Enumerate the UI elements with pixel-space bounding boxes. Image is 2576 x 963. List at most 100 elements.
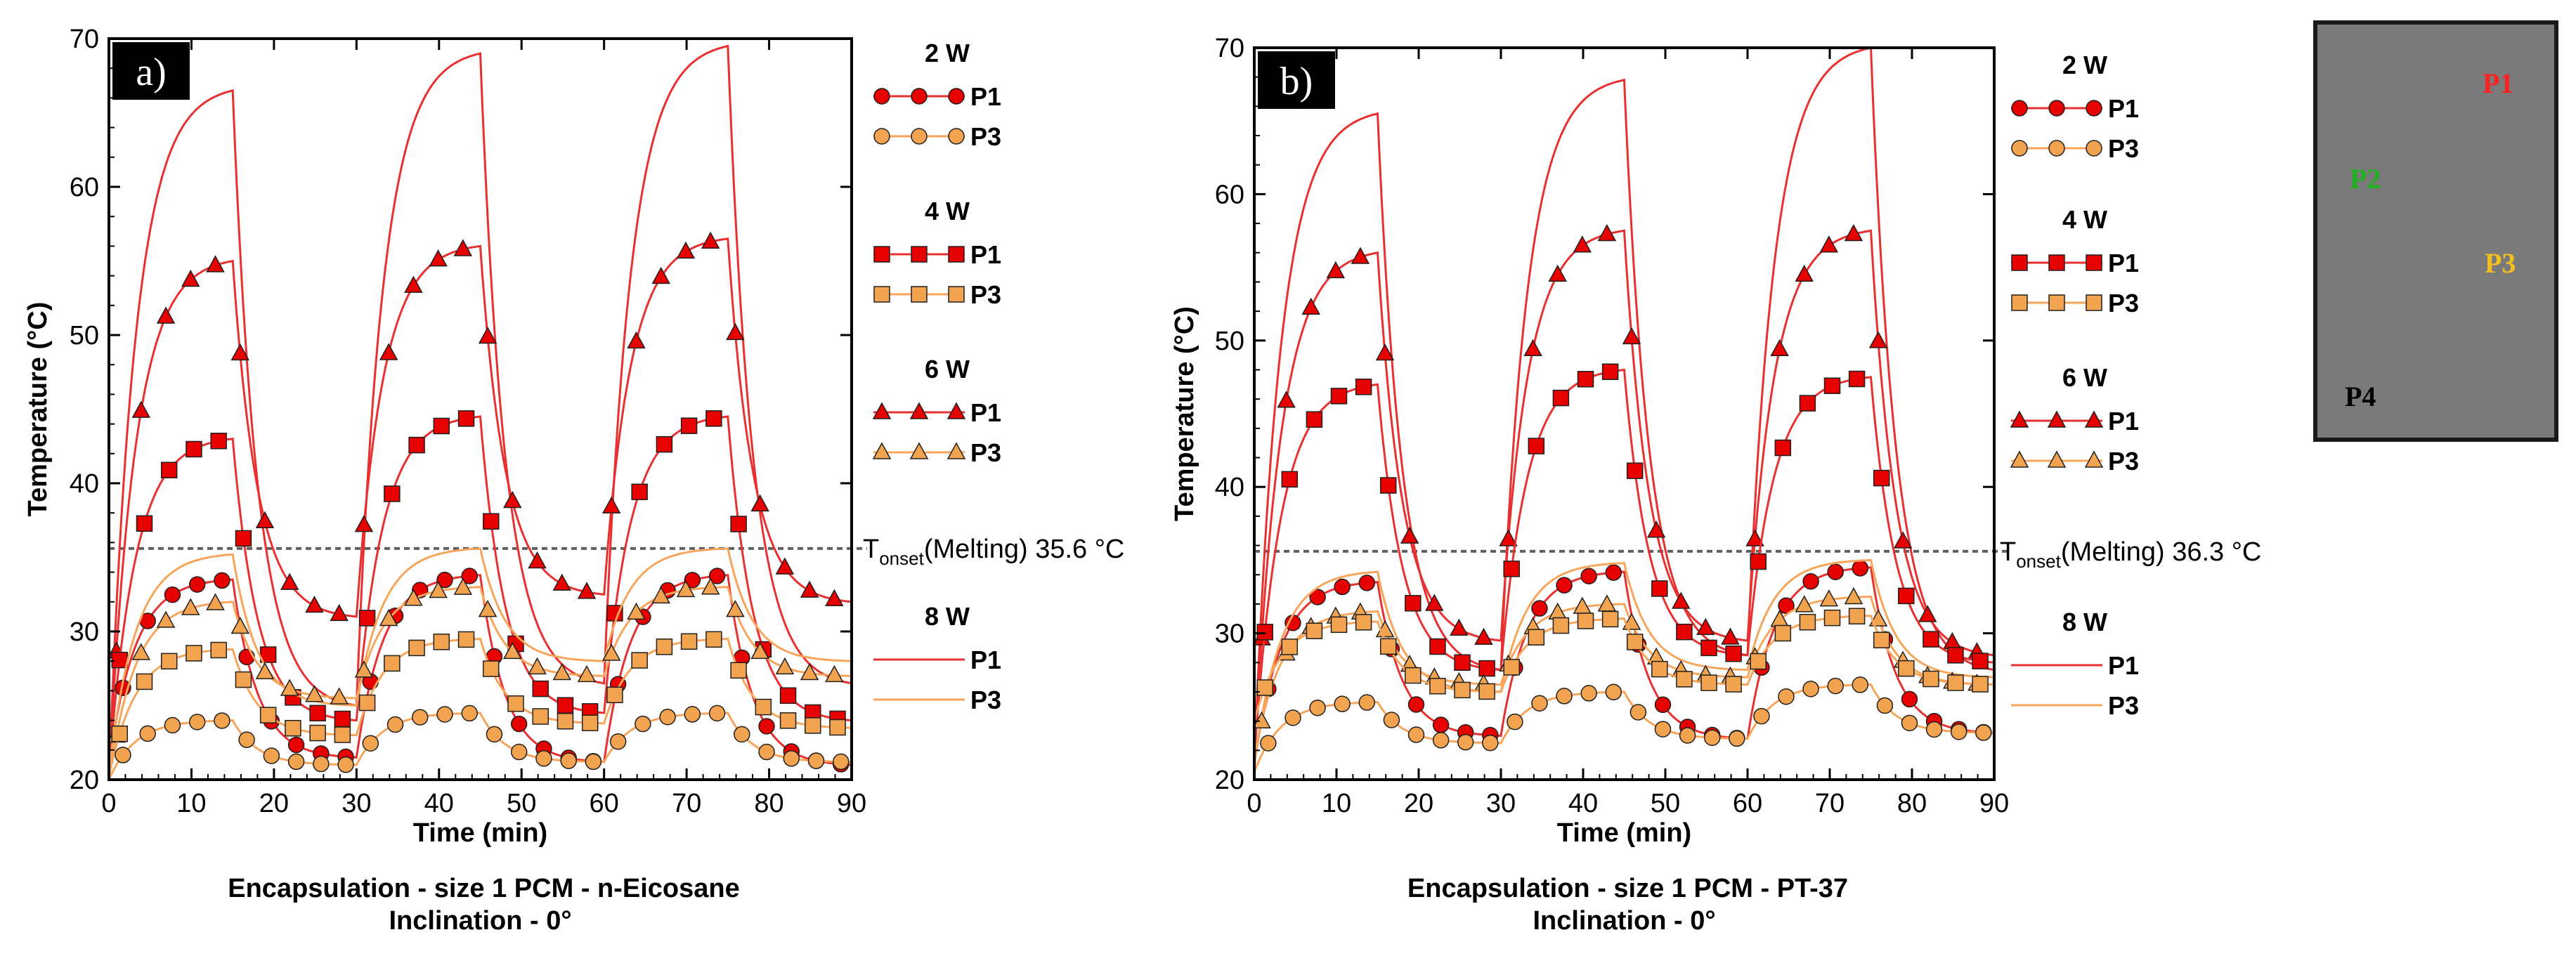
data-point (1654, 696, 1672, 714)
data-point (1478, 683, 1495, 700)
data-point (478, 600, 497, 617)
panel-label-box (1258, 51, 1335, 109)
diagram-label-p4: P4 (2345, 381, 2376, 412)
data-point (705, 631, 722, 648)
legend-marker (947, 402, 966, 419)
data-point (1597, 223, 1617, 242)
y-tick-label: 30 (70, 617, 99, 647)
data-point (1556, 688, 1573, 705)
data-point (412, 709, 429, 726)
data-point (1277, 391, 1296, 408)
data-point (1898, 660, 1915, 677)
legend-entry-label: P1 (970, 398, 1001, 427)
y-tick-label: 40 (1215, 473, 1244, 502)
series-line-b-2w-p3 (1253, 683, 1994, 773)
data-point (1725, 646, 1742, 662)
data-point (825, 589, 844, 606)
legend-marker (872, 402, 892, 419)
x-tick-label: 60 (590, 789, 619, 818)
legend-group-title: 4 W (925, 197, 970, 225)
data-point (259, 707, 277, 723)
data-point (676, 579, 696, 598)
data-point (429, 249, 448, 267)
data-point (503, 490, 522, 509)
legend-marker (873, 128, 890, 145)
data-point (210, 641, 227, 659)
data-point (1975, 724, 1992, 741)
data-point (1848, 608, 1866, 624)
data-point (651, 586, 670, 604)
data-point (313, 755, 330, 773)
data-point (1330, 388, 1348, 405)
data-point (1795, 595, 1814, 612)
plot-frame (108, 37, 853, 781)
x-tick-label: 0 (101, 789, 116, 818)
data-point (1309, 699, 1326, 716)
series-line-b-6w-p1 (1253, 229, 1995, 766)
data-point (156, 306, 176, 324)
data-point (1923, 670, 1939, 688)
legend-marker (909, 402, 929, 419)
data-point (1654, 721, 1672, 738)
data-point (528, 551, 547, 569)
y-tick-label: 70 (1215, 34, 1244, 63)
data-point (758, 718, 775, 735)
data-point (1281, 638, 1299, 655)
data-point (1873, 469, 1890, 487)
data-point (1252, 711, 1271, 729)
data-point (1503, 561, 1520, 577)
diagram-background (2313, 20, 2558, 442)
data-point (832, 753, 850, 771)
data-point (408, 436, 425, 454)
data-point (1873, 631, 1890, 648)
data-point (1375, 343, 1395, 361)
data-point (486, 726, 503, 743)
legend-marker (2047, 410, 2067, 428)
x-tick-label: 30 (341, 789, 371, 818)
data-point (433, 634, 450, 650)
data-point (1947, 674, 1964, 691)
legend-marker (873, 286, 890, 303)
data-point (1523, 339, 1542, 357)
data-point (507, 695, 524, 712)
x-tick-label: 10 (176, 789, 206, 818)
data-point (1629, 704, 1647, 721)
series-markers-a-7 (115, 705, 850, 773)
legend-marker (2048, 254, 2065, 271)
data-point (1379, 638, 1397, 655)
data-point (1326, 261, 1346, 279)
data-point (1284, 709, 1301, 726)
data-point (1700, 674, 1717, 691)
legend-marker (2048, 100, 2065, 117)
legend-marker (872, 442, 892, 459)
data-point (1355, 614, 1372, 631)
data-point (1676, 623, 1693, 641)
data-point (1605, 683, 1622, 701)
series-line-a-2w-p1 (108, 574, 852, 766)
data-point (1405, 595, 1422, 612)
data-point (734, 726, 750, 743)
data-point (181, 269, 200, 287)
panel-label: a) (136, 51, 167, 94)
legend-entry-label: P3 (970, 686, 1001, 714)
data-point (1334, 695, 1351, 712)
data-point (1503, 659, 1520, 676)
data-point (1552, 389, 1570, 407)
data-point (535, 750, 552, 767)
legend-group-title: 6 W (925, 355, 970, 384)
x-axis-label: Time (min) (1557, 818, 1691, 848)
data-point (1309, 589, 1326, 605)
y-tick-label: 70 (70, 25, 99, 54)
panel-label-box (112, 42, 190, 100)
y-axis-label: Temperature (°C) (23, 302, 53, 517)
data-point (1429, 638, 1446, 655)
legend-marker (2011, 294, 2028, 311)
legend-entry-label: P1 (2108, 94, 2139, 123)
data-point (280, 572, 299, 590)
series-line-b-4w-p3 (1253, 615, 1994, 721)
x-tick-label: 50 (1651, 789, 1680, 818)
data-point (659, 708, 676, 726)
data-point (429, 580, 448, 598)
data-point (111, 651, 129, 669)
